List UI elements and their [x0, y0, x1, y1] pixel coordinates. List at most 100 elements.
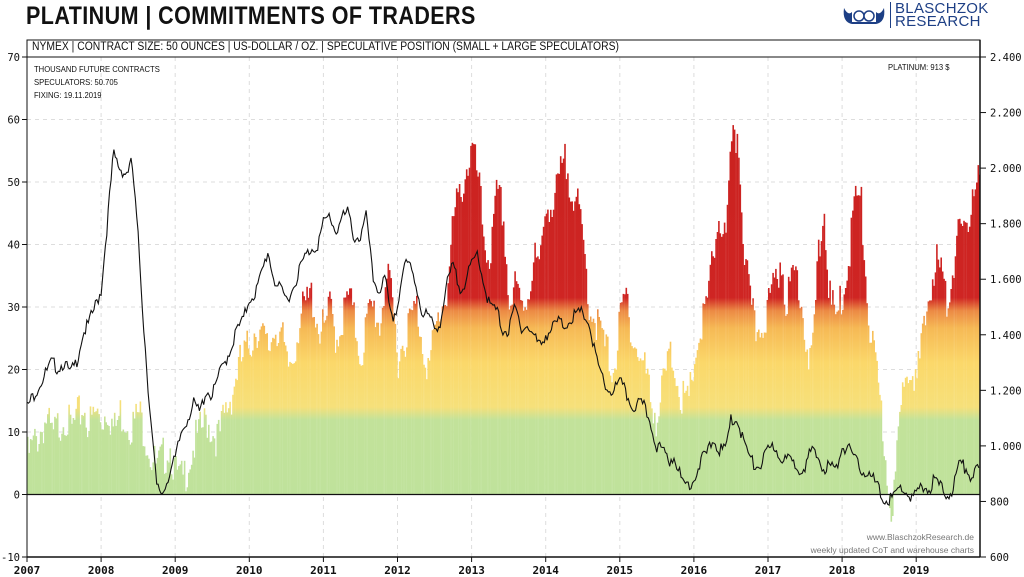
speculators-bar [366, 313, 368, 495]
speculators-bar [592, 318, 595, 495]
speculators-bar [528, 299, 531, 495]
speculators-bar [443, 305, 445, 495]
speculators-bar [333, 326, 335, 495]
speculators-bar [62, 427, 65, 495]
speculators-bar [160, 444, 163, 495]
speculators-bar [960, 223, 962, 495]
speculators-bar [142, 446, 144, 495]
speculators-bar [121, 431, 123, 495]
speculators-bar [230, 414, 233, 495]
speculators-bar [480, 186, 482, 495]
speculators-bar [631, 346, 633, 495]
speculators-bar [559, 156, 562, 495]
speculators-bar [608, 371, 610, 495]
speculators-bar [334, 352, 337, 495]
speculators-bar [105, 422, 107, 495]
speculators-bar [353, 302, 355, 495]
speculators-bar [605, 334, 608, 495]
speculators-bar [500, 187, 502, 495]
speculators-bar [360, 365, 362, 495]
speculators-bar [574, 201, 576, 495]
speculators-bar [196, 432, 199, 495]
price-line [26, 149, 980, 506]
speculators-bar [106, 424, 109, 495]
speculators-bar [723, 222, 726, 495]
speculators-bar [578, 204, 581, 495]
y2-tick-label: 1.400 [990, 330, 1022, 342]
speculators-bar [762, 337, 764, 495]
speculators-bar [517, 283, 519, 495]
speculators-bar [394, 323, 397, 495]
speculators-bar [216, 423, 219, 495]
speculators-bar [732, 125, 734, 495]
speculators-bar [327, 296, 330, 495]
speculators-bar [457, 192, 459, 495]
speculators-bar [337, 346, 340, 495]
speculators-bar [792, 265, 794, 495]
speculators-bar [681, 413, 683, 495]
speculators-bar [217, 419, 220, 495]
speculators-bar [701, 339, 703, 495]
speculators-bar [638, 360, 640, 495]
speculators-bar [166, 460, 169, 495]
speculators-bar [944, 280, 947, 495]
speculators-bar [695, 357, 697, 495]
speculators-bar [763, 332, 766, 495]
speculators-bar [739, 184, 742, 495]
speculators-bar [705, 296, 707, 495]
speculators-bar [882, 441, 884, 495]
y2-tick-label: 1.800 [990, 219, 1022, 231]
speculators-bar [39, 431, 42, 495]
speculators-bar [618, 311, 620, 495]
speculators-bar [894, 471, 897, 495]
speculators-bar [552, 209, 555, 495]
speculators-bar [547, 209, 549, 495]
speculators-bar [491, 226, 494, 495]
speculators-bar [463, 193, 465, 495]
speculators-bar [672, 370, 675, 495]
speculators-bar [436, 321, 438, 495]
speculators-bar [883, 456, 885, 495]
speculators-bar [421, 354, 424, 495]
speculators-bar [544, 216, 546, 495]
speculators-bar [555, 174, 558, 495]
speculators-bar [540, 245, 542, 495]
speculators-bar [304, 300, 307, 495]
speculators-bar [283, 342, 286, 495]
speculators-bar [122, 429, 125, 495]
speculators-bar [709, 264, 712, 495]
logo-icon [843, 8, 885, 24]
speculators-bar [98, 414, 100, 495]
speculators-bar [930, 300, 933, 495]
speculators-bar [326, 315, 328, 495]
speculators-bar [571, 201, 573, 495]
speculators-bar [973, 196, 975, 495]
speculators-bar [548, 222, 551, 495]
speculators-bar [534, 242, 536, 495]
speculators-bar [760, 332, 763, 495]
speculators-bar [89, 406, 92, 495]
speculators-bar [584, 254, 586, 495]
speculators-bar [175, 456, 177, 495]
speculators-bar [642, 360, 645, 495]
speculators-bar [551, 217, 553, 495]
speculators-bar [558, 173, 561, 495]
speculators-bar [163, 473, 166, 495]
speculators-bar [545, 213, 548, 495]
speculators-bar [219, 431, 221, 495]
speculators-bar [872, 330, 874, 495]
speculators-bar [959, 218, 961, 495]
speculators-bar [847, 266, 850, 495]
speculators-bar [906, 376, 908, 495]
speculators-bar [541, 235, 543, 495]
speculators-bar [497, 188, 499, 495]
speculators-bar [635, 348, 638, 495]
speculators-bar [561, 162, 563, 495]
speculators-bar [806, 349, 809, 495]
speculators-bar [622, 293, 625, 495]
speculators-bar [148, 458, 150, 495]
speculators-bar [276, 346, 278, 495]
speculators-bar [525, 309, 528, 495]
speculators-bar [956, 235, 958, 495]
speculators-bar [404, 356, 407, 495]
